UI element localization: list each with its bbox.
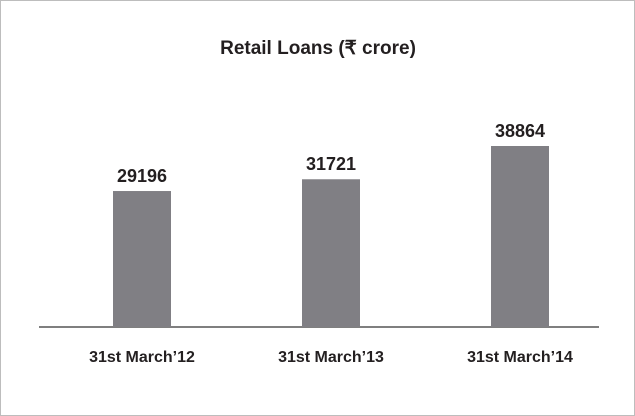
x-tick-label: 31st March’12	[89, 349, 195, 366]
bar	[113, 191, 171, 327]
value-label: 31721	[306, 154, 356, 174]
bar	[302, 179, 360, 327]
x-tick-label: 31st March’13	[278, 349, 384, 366]
chart-title: Retail Loans (₹ crore)	[220, 38, 416, 59]
x-tick-label: 31st March’14	[467, 349, 573, 366]
value-label: 29196	[117, 166, 167, 186]
value-label: 38864	[495, 121, 545, 141]
bar	[491, 146, 549, 327]
